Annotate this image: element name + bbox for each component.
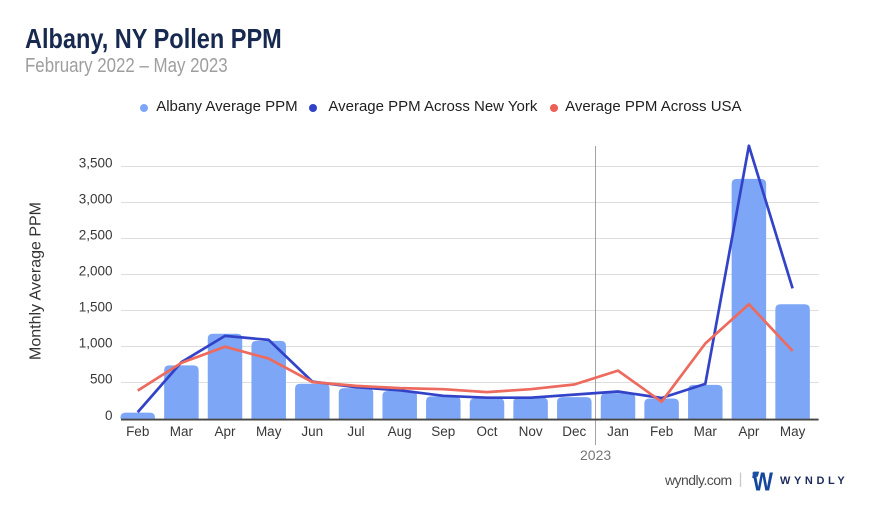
svg-text:Dec: Dec [562, 424, 586, 439]
svg-text:Mar: Mar [694, 424, 718, 439]
svg-text:Aug: Aug [388, 424, 412, 439]
svg-text:2,000: 2,000 [79, 264, 113, 279]
svg-text:Feb: Feb [126, 424, 149, 439]
svg-text:0: 0 [105, 408, 113, 423]
svg-text:1,000: 1,000 [79, 336, 113, 351]
svg-text:Sep: Sep [431, 424, 455, 439]
svg-text:May: May [256, 424, 282, 439]
svg-text:1,500: 1,500 [79, 300, 113, 315]
svg-text:Monthly Average PPM: Monthly Average PPM [28, 202, 45, 360]
svg-text:2023: 2023 [580, 447, 611, 463]
svg-text:May: May [780, 424, 806, 439]
svg-text:Jan: Jan [607, 424, 629, 439]
svg-text:Jun: Jun [301, 424, 323, 439]
svg-text:Jul: Jul [347, 424, 364, 439]
svg-text:Feb: Feb [650, 424, 673, 439]
svg-text:3,000: 3,000 [79, 192, 113, 207]
svg-text:Oct: Oct [476, 424, 497, 439]
svg-text:Apr: Apr [214, 424, 236, 439]
svg-text:2,500: 2,500 [79, 228, 113, 243]
svg-text:500: 500 [90, 372, 113, 387]
svg-text:3,500: 3,500 [79, 156, 113, 171]
svg-text:Apr: Apr [738, 424, 760, 439]
svg-text:Mar: Mar [170, 424, 194, 439]
svg-text:Nov: Nov [519, 424, 543, 439]
